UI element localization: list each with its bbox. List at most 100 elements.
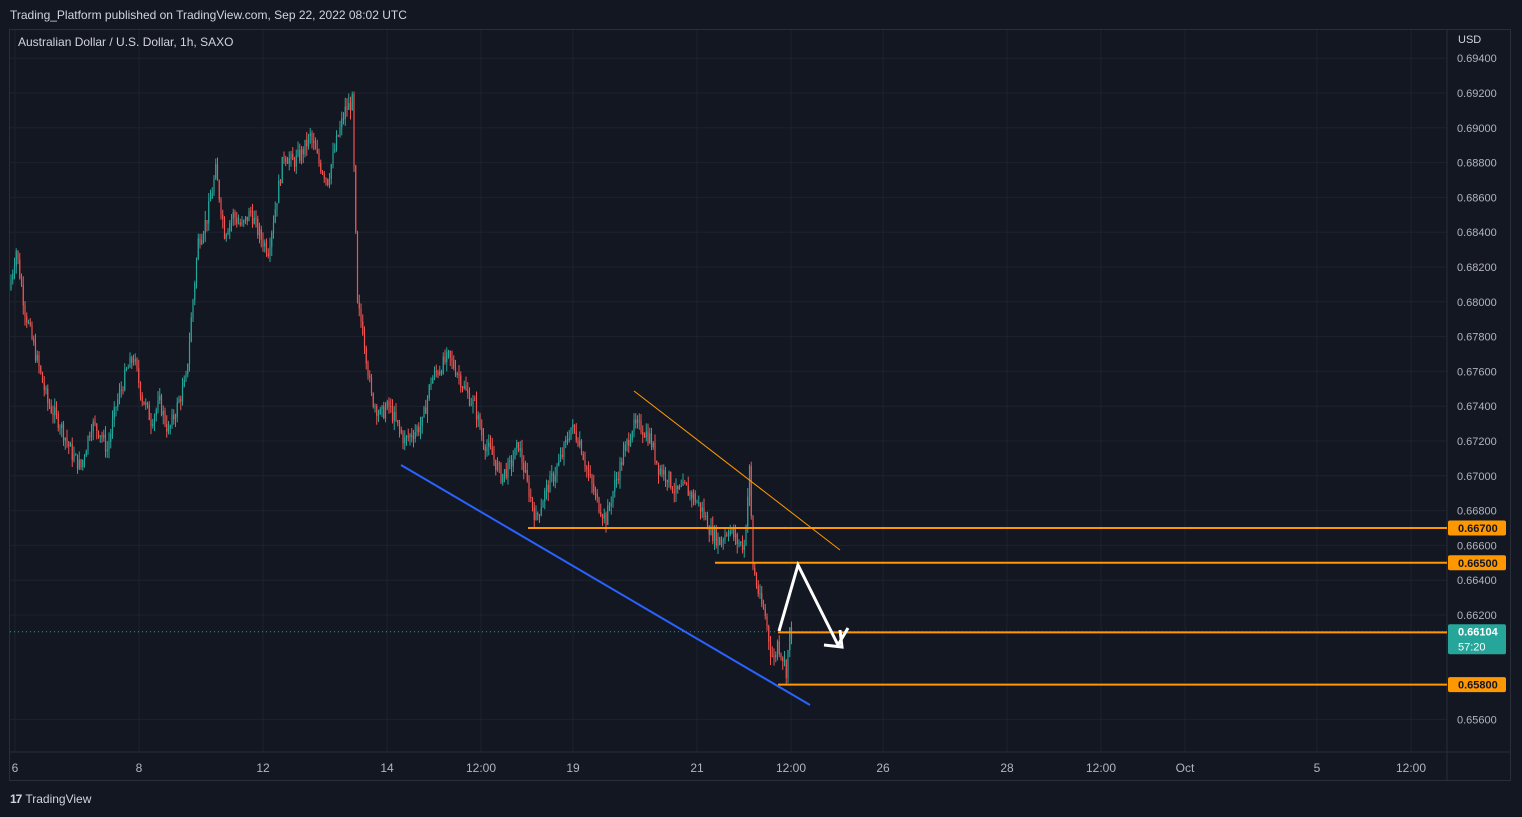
candle-body [145,402,147,405]
candle-body [633,419,635,432]
candle-body [379,409,381,414]
candle-body [197,238,199,260]
candle-body [50,406,52,413]
candle-body [453,360,455,369]
candle-body [719,537,721,545]
candle-body [183,379,185,387]
candle-body [528,480,530,497]
candle-body [181,386,184,402]
candle-body [717,537,719,546]
brand[interactable]: 17 TradingView [10,792,91,806]
candle-body [479,415,481,428]
candle-body [278,180,280,204]
candle-body [638,420,640,422]
candle-body [85,451,87,457]
candle-body [132,361,135,363]
candle-body [349,102,352,111]
candle-body [118,390,121,400]
candle-body [370,377,373,394]
candle-body [481,427,483,436]
candle-body [740,541,742,543]
candle-body [232,212,234,219]
candle-body [54,407,56,416]
blue-trendline[interactable] [400,464,811,706]
candle-body [766,615,768,627]
candle-body [13,266,16,274]
candle-body [302,149,304,155]
candle-body [615,478,618,481]
candle-body [68,442,70,447]
y-tick-label: 0.68600 [1457,192,1497,204]
candle-body [321,171,324,174]
candle-body [503,469,506,474]
candle-body [335,135,338,150]
candle-body [762,604,765,609]
candle-body [297,150,299,156]
candle-body [582,454,584,460]
candle-body [447,350,450,352]
candle-body [614,480,616,492]
y-tick-label: 0.66200 [1457,610,1497,622]
candle-body [545,484,548,491]
candle-body [484,446,486,452]
x-tick-label: 8 [136,761,143,775]
candle-body [397,420,399,424]
candle-body [220,199,222,215]
candle-body [628,439,630,446]
candle-body [276,203,278,210]
candle-body [381,405,383,410]
candle-body [584,459,586,467]
candle-body [430,383,432,385]
candle-body [600,512,602,516]
candle-body [561,454,563,457]
candle-body [619,462,621,481]
candle-body [24,305,26,317]
candle-body [474,399,476,401]
candle-body [745,526,747,546]
candle-body [246,216,248,221]
candle-body [243,220,245,223]
candle-body [330,164,332,179]
candle-body [92,421,94,432]
candle-body [510,460,513,467]
candle-body [34,342,37,361]
candle-body [376,406,378,416]
candle-body [785,660,787,679]
candle-body [468,393,471,406]
candle-body [94,421,96,424]
candle-body [61,424,63,429]
candle-body [272,222,275,233]
candle-body [239,222,241,225]
candle-body [17,250,19,260]
candle-body [167,427,170,432]
candle-body [486,446,488,452]
candle-body [211,193,213,199]
orange-trendline[interactable] [633,390,841,551]
candle-body [526,469,528,481]
candle-body [106,449,108,452]
y-tick-label: 0.66800 [1457,506,1497,518]
candle-body [446,351,448,363]
projection-arrow[interactable] [777,560,850,649]
candle-body [734,534,737,538]
candle-body [251,211,254,224]
candle-body [493,454,495,460]
candle-body [327,179,329,186]
candle-body [575,431,577,441]
candle-body [610,503,612,506]
y-tick-label: 0.67200 [1457,436,1497,448]
candle-body [342,118,345,120]
candle-body [344,106,346,119]
drawings[interactable] [10,390,1447,706]
candle-body [418,426,420,433]
candle-body [598,497,600,513]
candle-body [202,233,205,240]
candle-body [215,164,217,179]
candle-body [208,201,210,224]
candle-body [596,493,598,498]
candle-body [755,574,758,586]
candle-body [687,485,689,496]
candle-body [470,404,472,406]
candle-body [127,367,129,369]
